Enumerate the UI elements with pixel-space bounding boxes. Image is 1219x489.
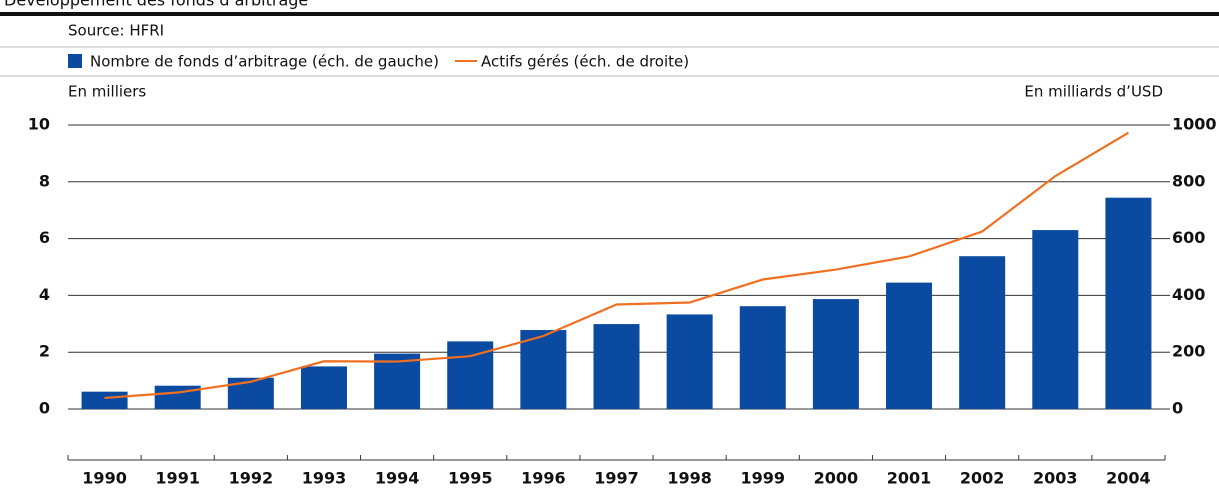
x-tick-label: 2000 — [814, 469, 859, 488]
bar — [886, 282, 933, 409]
x-tick-label: 1990 — [82, 469, 127, 488]
x-tick-label: 1998 — [667, 469, 712, 488]
y-tick-label: 4 — [39, 285, 50, 304]
x-tick-label: 1999 — [741, 469, 786, 488]
line — [104, 131, 1129, 400]
legend-label: Actifs gérés (éch. de droite) — [481, 53, 689, 71]
legend-label: Nombre de fonds d’arbitrage (éch. de gau… — [90, 53, 439, 71]
bar — [81, 391, 128, 409]
y2-axis-label: En milliards d’USD — [1024, 83, 1163, 101]
bar — [959, 256, 1006, 409]
y2-tick-label: 1000 — [1172, 115, 1217, 134]
y2-tick-label: 600 — [1172, 228, 1205, 247]
x-tick-label: 1995 — [448, 469, 493, 488]
bar — [300, 366, 347, 409]
header-rule — [0, 12, 1219, 16]
x-tick-label: 1996 — [521, 469, 566, 488]
y-tick-label: 10 — [28, 115, 50, 134]
x-tick-label: 2001 — [887, 469, 932, 488]
x-tick-label: 2003 — [1033, 469, 1078, 488]
source: Source: HFRI — [68, 22, 164, 40]
x-tick-label: 1994 — [375, 469, 420, 488]
bar — [593, 324, 640, 409]
bar — [1032, 230, 1079, 409]
x-tick-label: 2004 — [1106, 469, 1151, 488]
y-tick-label: 2 — [39, 342, 50, 361]
y-axis-label: En milliers — [68, 83, 146, 101]
bar — [1105, 197, 1152, 409]
y2-tick-label: 200 — [1172, 342, 1205, 361]
x-tick-label: 2002 — [960, 469, 1005, 488]
legend-swatch — [68, 54, 82, 68]
bar — [374, 353, 421, 409]
bar — [666, 314, 713, 409]
bar — [739, 306, 786, 409]
y-tick-label: 6 — [39, 228, 50, 247]
y2-tick-label: 400 — [1172, 285, 1205, 304]
bar — [520, 330, 567, 409]
chart-title: Développement des fonds d’arbitrage — [4, 0, 308, 10]
y-tick-label: 8 — [39, 171, 50, 190]
y-tick-label: 0 — [39, 399, 50, 418]
y2-tick-label: 800 — [1172, 171, 1205, 190]
bar — [812, 299, 859, 409]
x-tick-label: 1993 — [302, 469, 347, 488]
y2-tick-label: 0 — [1172, 399, 1183, 418]
x-tick-label: 1992 — [229, 469, 274, 488]
x-tick-label: 1997 — [594, 469, 639, 488]
x-tick-label: 1991 — [155, 469, 200, 488]
